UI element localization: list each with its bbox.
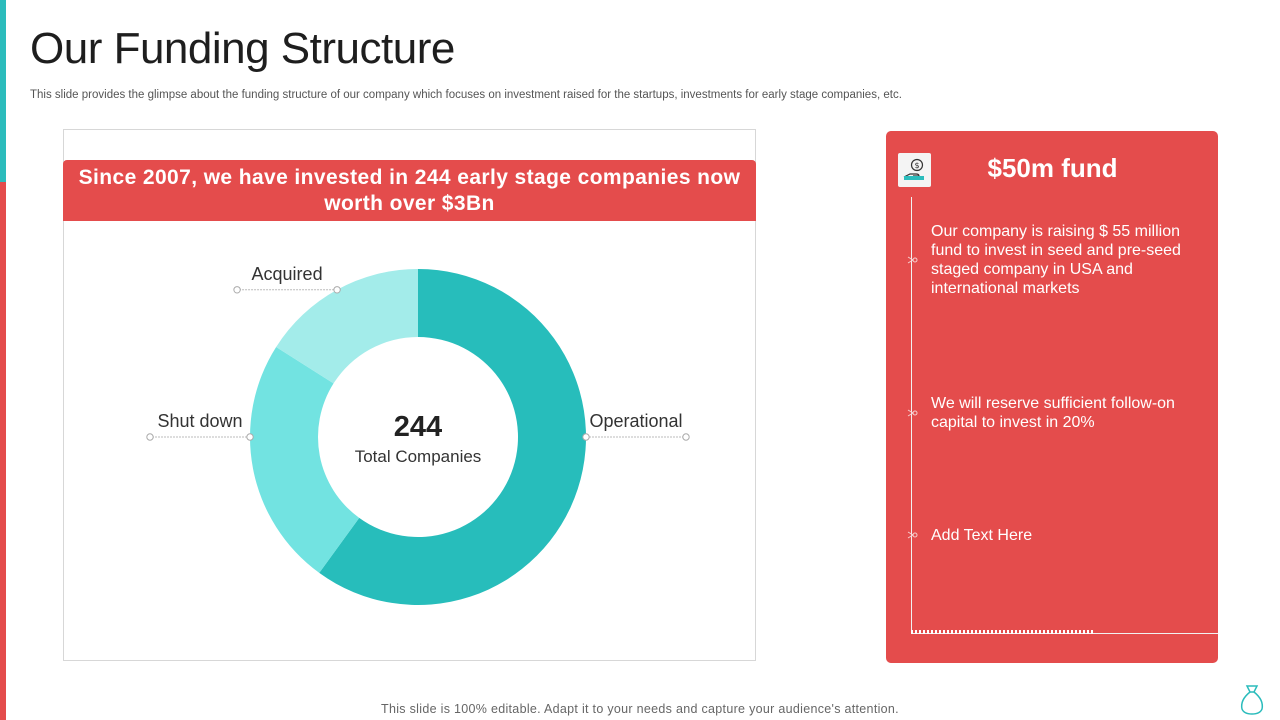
fund-item-2: We will reserve sufficient follow-on cap… bbox=[931, 395, 1175, 431]
chart-label-acquired: Acquired bbox=[252, 264, 323, 284]
fund-card bbox=[886, 131, 1218, 663]
chart-label-shut-down: Shut down bbox=[157, 411, 242, 431]
fund-item-1: Our company is raising $ 55 million fund… bbox=[931, 223, 1181, 297]
accent-bar-teal bbox=[0, 0, 6, 182]
leader-dot bbox=[333, 286, 341, 294]
leader-dot bbox=[233, 286, 241, 294]
chart-center-label: Total Companies bbox=[355, 447, 482, 466]
donut-slice-operational bbox=[319, 269, 586, 605]
leader-dot bbox=[246, 433, 254, 441]
timeline-marker-3-icon bbox=[907, 531, 918, 539]
chart-center-value: 244 bbox=[394, 411, 442, 443]
timeline-marker-1-icon bbox=[907, 256, 918, 264]
money-bag-icon bbox=[1240, 685, 1264, 715]
timeline-line bbox=[911, 197, 912, 634]
chart-banner: Since 2007, we have invested in 244 earl… bbox=[63, 160, 756, 221]
footer-note: This slide is 100% editable. Adapt it to… bbox=[381, 702, 899, 716]
donut-slice-acquired bbox=[276, 269, 418, 384]
timeline-hatch bbox=[911, 630, 1094, 634]
fund-title: $50m fund bbox=[987, 153, 1118, 183]
leader-dot bbox=[146, 433, 154, 441]
leader-dot bbox=[682, 433, 690, 441]
money-hand-icon: $ bbox=[898, 153, 931, 187]
svg-text:$: $ bbox=[914, 161, 919, 170]
chart-label-operational: Operational bbox=[589, 411, 682, 431]
accent-bar-red bbox=[0, 182, 6, 720]
donut-slice-shut-down bbox=[249, 346, 360, 573]
page-subtitle: This slide provides the glimpse about th… bbox=[30, 89, 902, 101]
leader-dot bbox=[582, 433, 590, 441]
timeline-marker-2-icon bbox=[907, 409, 918, 417]
page-title: Our Funding Structure bbox=[30, 24, 455, 73]
fund-item-3: Add Text Here bbox=[931, 527, 1033, 544]
